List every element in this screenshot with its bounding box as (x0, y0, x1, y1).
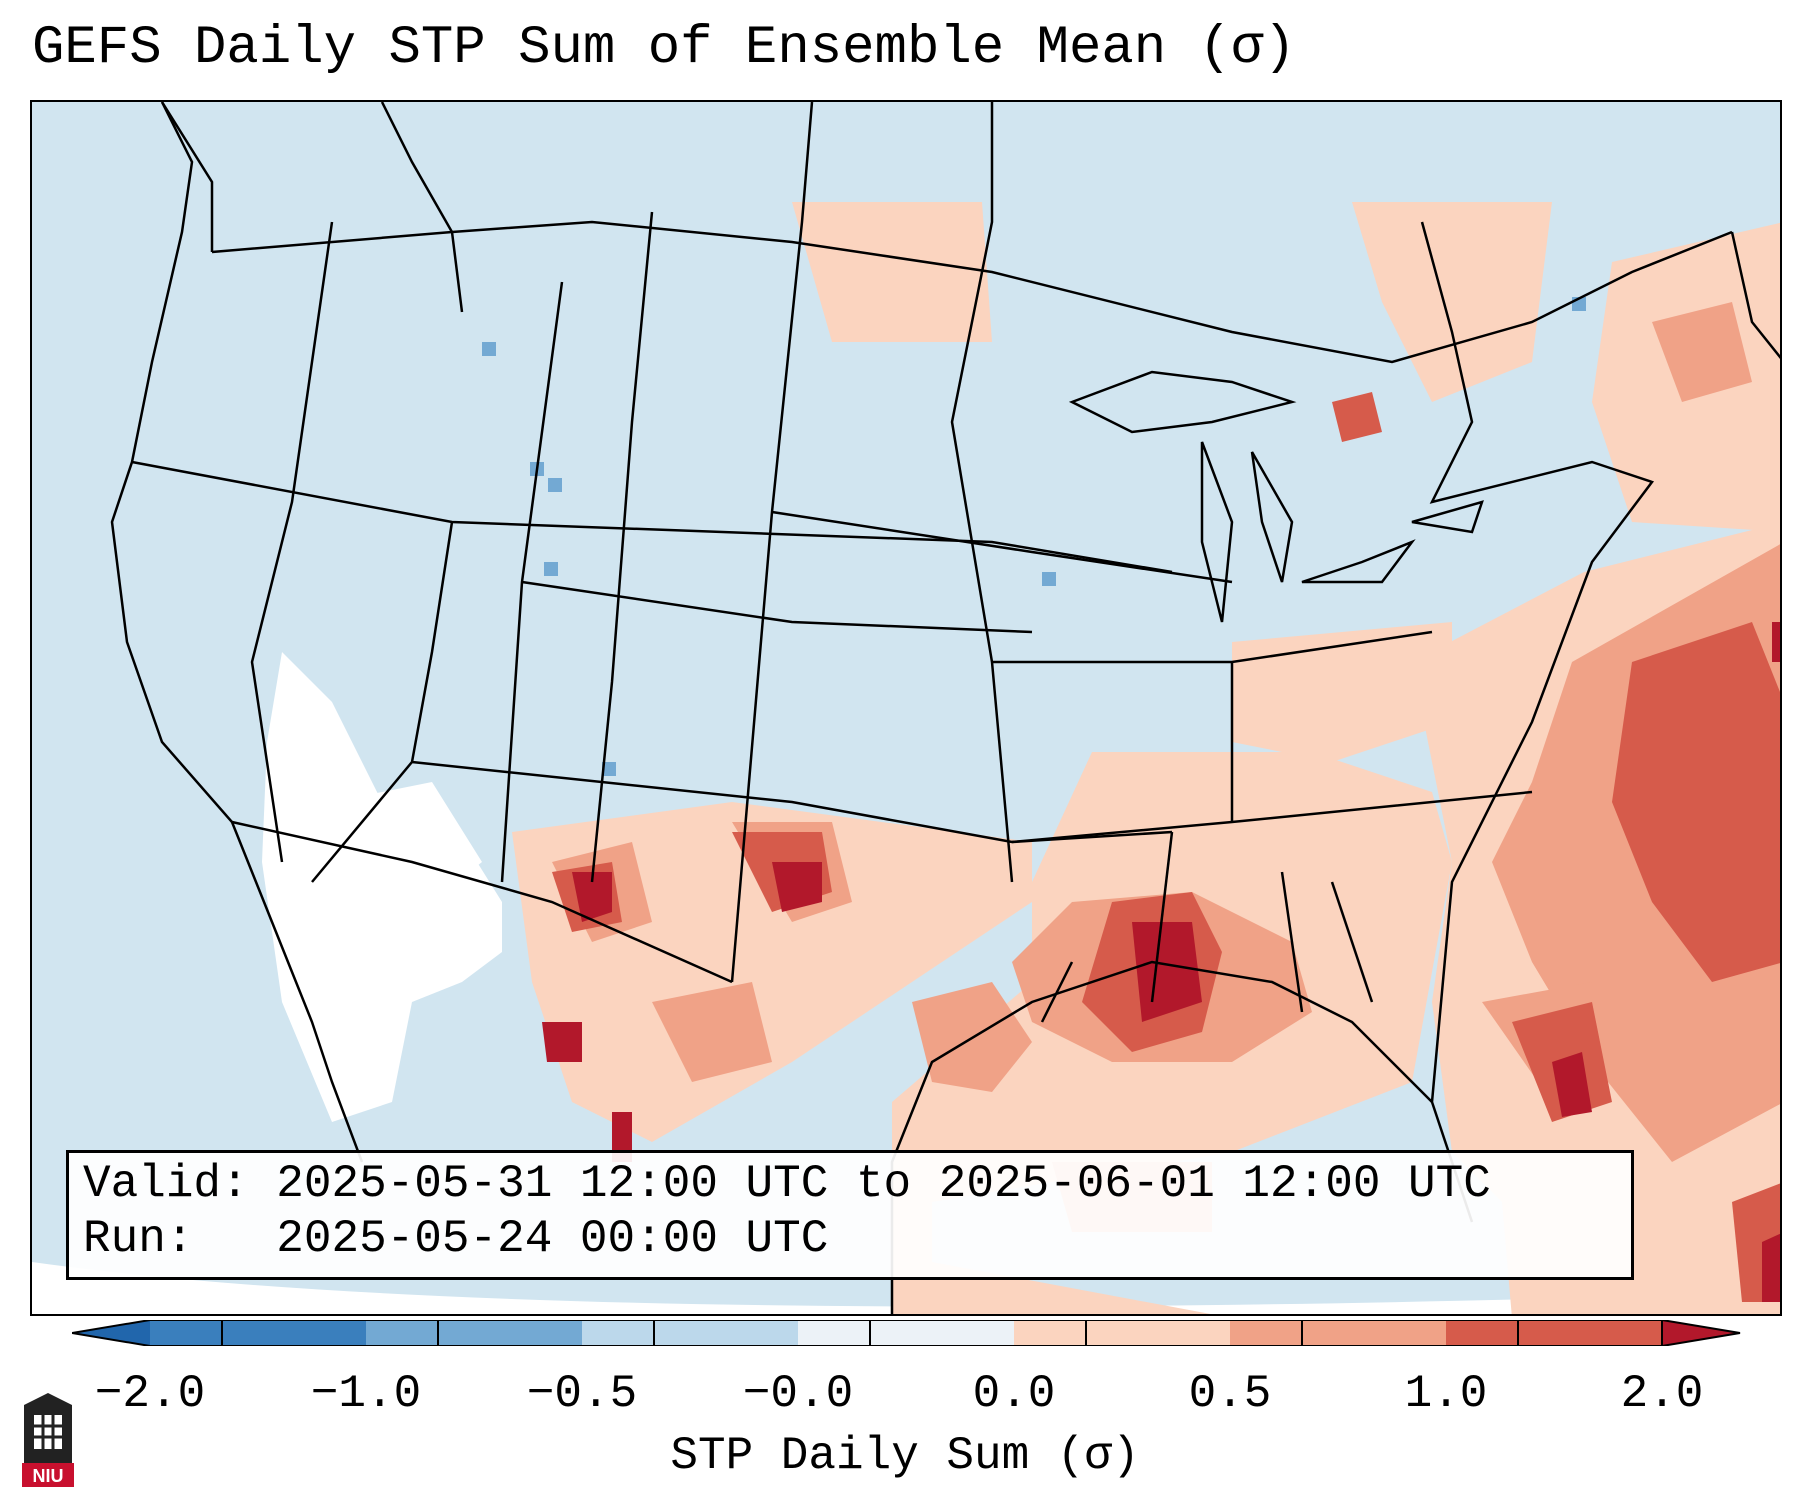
cbar-tick-label: 0.0 (972, 1368, 1056, 1420)
colorbar-over-arrow (1662, 1320, 1740, 1346)
cbar-tick-label: −1.0 (310, 1368, 422, 1420)
cbar-tick-label: 2.0 (1620, 1368, 1704, 1420)
cbar-tick-label: 0.5 (1188, 1368, 1272, 1420)
map-panel (30, 100, 1782, 1316)
info-box: Valid: 2025-05-31 12:00 UTC to 2025-06-0… (66, 1150, 1634, 1280)
colorbar-segment-5 (1014, 1320, 1230, 1346)
colorbar-segment-7 (1446, 1320, 1662, 1346)
valid-line: Valid: 2025-05-31 12:00 UTC to 2025-06-0… (83, 1157, 1617, 1212)
valid-label: Valid: (83, 1158, 249, 1210)
colorbar-label: STP Daily Sum (σ) (670, 1430, 1140, 1482)
cbar-tick-label: 1.0 (1404, 1368, 1488, 1420)
colorbar-segment-4 (798, 1320, 1014, 1346)
cbar-tick-label: −0.0 (742, 1368, 854, 1420)
niu-logo: NIU (22, 1393, 74, 1487)
negative-pixels (482, 297, 1586, 776)
logo-text: NIU (33, 1466, 64, 1486)
max-positive-areas (542, 622, 1780, 1302)
colorbar-segment-1 (150, 1320, 366, 1346)
run-label: Run: (83, 1213, 194, 1265)
stp-map (32, 102, 1780, 1314)
colorbar-segment-3 (582, 1320, 798, 1346)
colorbar (72, 1320, 1741, 1346)
cbar-tick-label: −0.5 (526, 1368, 638, 1420)
boundaries (110, 102, 1780, 1314)
colorbar-under-arrow (72, 1320, 150, 1346)
map-title: GEFS Daily STP Sum of Ensemble Mean (σ) (32, 18, 1296, 79)
projection-edge (32, 1262, 1780, 1314)
cbar-tick-label: −2.0 (94, 1368, 206, 1420)
valid-value: 2025-05-31 12:00 UTC to 2025-06-01 12:00… (276, 1158, 1491, 1210)
colorbar-segment-2 (366, 1320, 582, 1346)
great-lakes (1068, 370, 1484, 623)
run-value: 2025-05-24 00:00 UTC (276, 1213, 829, 1265)
colorbar-segment-6 (1230, 1320, 1446, 1346)
run-line: Run: 2025-05-24 00:00 UTC (83, 1212, 1617, 1267)
